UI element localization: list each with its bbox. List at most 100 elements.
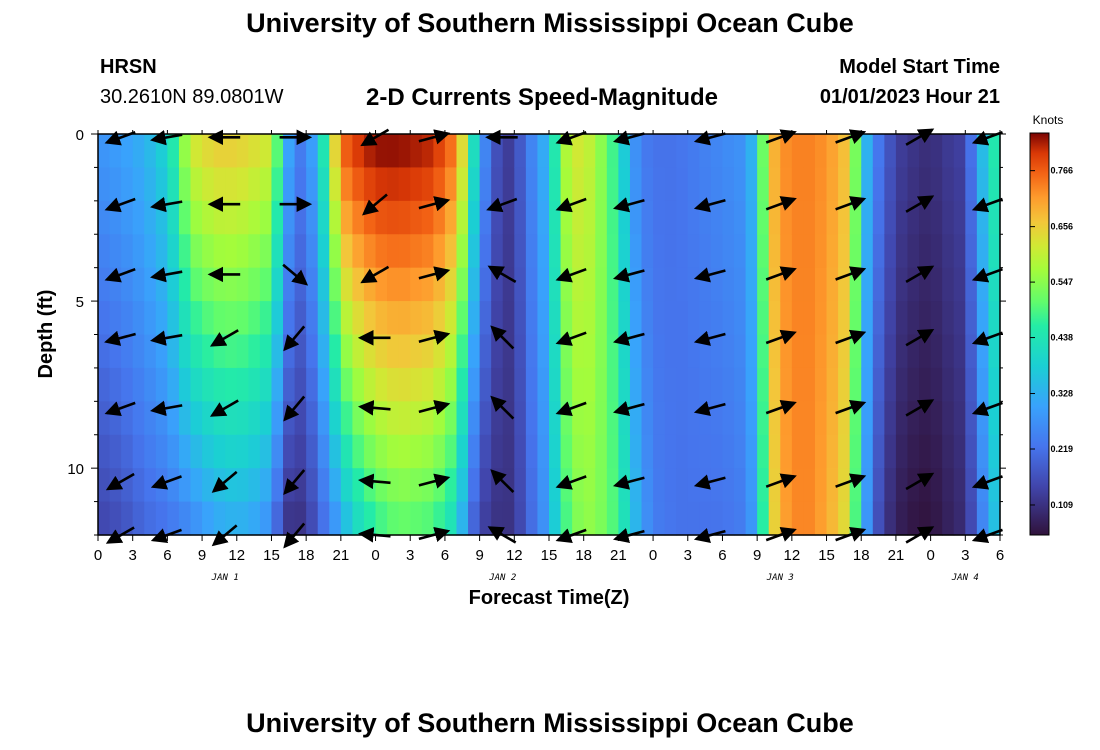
heatmap-cell <box>930 234 943 269</box>
heatmap-cell <box>768 367 781 402</box>
colorbar-bar <box>1029 132 1050 536</box>
heatmap-cell <box>872 334 885 369</box>
heatmap-cell <box>745 267 758 302</box>
heatmap-cell <box>780 167 793 202</box>
heatmap-cell <box>745 301 758 336</box>
heatmap-cell <box>988 434 1001 469</box>
heatmap-cell <box>572 401 585 436</box>
heatmap-cell <box>248 334 261 369</box>
heatmap-cell <box>421 401 434 436</box>
heatmap-cell <box>433 301 446 336</box>
heatmap-cell <box>664 334 677 369</box>
heatmap-cell <box>410 501 423 536</box>
heatmap-cell <box>167 367 180 402</box>
current-arrow <box>612 197 645 213</box>
heatmap-cell <box>653 134 666 169</box>
current-arrow <box>150 196 183 213</box>
heatmap-cell <box>942 234 955 269</box>
heatmap-cell <box>444 301 458 336</box>
current-arrow <box>283 395 306 422</box>
heatmap-cell <box>340 134 354 169</box>
heatmap-cell <box>329 501 342 536</box>
heatmap-cell <box>121 167 134 202</box>
heatmap-cell <box>491 234 504 269</box>
heatmap-cell <box>306 301 319 336</box>
heatmap-cell <box>352 367 365 402</box>
heatmap-cell <box>965 234 978 269</box>
heatmap-cell <box>121 200 134 235</box>
heatmap-cell <box>363 468 377 503</box>
heatmap-cell <box>479 434 492 469</box>
heatmap-cell <box>826 468 839 503</box>
current-arrow <box>555 267 587 283</box>
heatmap-cell <box>953 334 966 369</box>
heatmap-cell <box>167 434 180 469</box>
heatmap-cell <box>734 301 747 336</box>
heatmap-cell <box>178 200 192 235</box>
heatmap-cell <box>456 367 469 402</box>
heatmap-cell <box>942 501 955 536</box>
current-arrow <box>905 265 935 284</box>
heatmap-cell <box>884 501 897 536</box>
heatmap-cell <box>560 167 573 202</box>
heatmap-cell <box>537 134 550 169</box>
heatmap-cell <box>930 167 943 202</box>
current-arrow <box>490 469 515 494</box>
heatmap-cell <box>525 134 539 169</box>
heatmap-cell <box>259 200 273 235</box>
heatmap-cell <box>132 267 145 302</box>
heatmap-cell <box>676 234 689 269</box>
heatmap-cell <box>676 367 689 402</box>
heatmap-cell <box>479 134 492 169</box>
heatmap-cell <box>572 234 585 269</box>
heatmap-cell <box>618 434 631 469</box>
heatmap-cell <box>629 134 643 169</box>
heatmap-cell <box>537 334 550 369</box>
heatmap-cell <box>410 401 423 436</box>
colorbar-tick-label: 0.547 <box>1050 277 1073 287</box>
station-coordinates: 30.2610N 89.0801W <box>100 86 284 108</box>
heatmap-cell <box>583 367 596 402</box>
heatmap-cell <box>629 267 643 302</box>
heatmap-cell <box>722 301 735 336</box>
heatmap-cell <box>190 334 203 369</box>
heatmap-cell <box>190 434 203 469</box>
heatmap-cell <box>676 468 689 503</box>
heatmap-cell <box>953 301 966 336</box>
heatmap-cell <box>722 434 735 469</box>
heatmap-cell <box>352 468 365 503</box>
heatmap-cell <box>456 234 469 269</box>
heatmap-cell <box>456 401 469 436</box>
heatmap-cell <box>410 334 423 369</box>
heatmap-cell <box>803 434 816 469</box>
heatmap-cell <box>699 501 712 536</box>
heatmap-cell <box>271 334 284 369</box>
heatmap-cell <box>560 501 573 536</box>
heatmap-cell <box>410 134 423 169</box>
heatmap-cell <box>745 401 758 436</box>
current-arrow <box>418 196 451 212</box>
current-arrow <box>282 263 309 286</box>
heatmap-cell <box>791 367 805 402</box>
heatmap-cell <box>814 367 828 402</box>
heatmap-cell <box>317 434 330 469</box>
heatmap-cell <box>872 401 885 436</box>
heatmap-cell <box>953 267 966 302</box>
heatmap-cell <box>560 367 573 402</box>
heatmap-cell <box>375 468 388 503</box>
heatmap-cell <box>560 301 573 336</box>
heatmap-cell <box>387 468 400 503</box>
heatmap-cell <box>734 367 747 402</box>
heatmap-cell <box>953 167 966 202</box>
heatmap-cell <box>132 468 145 503</box>
heatmap-cell <box>190 367 203 402</box>
heatmap-cell <box>259 167 273 202</box>
current-arrow <box>612 267 645 283</box>
heatmap-cell <box>306 167 319 202</box>
heatmap-cell <box>606 267 619 302</box>
heatmap-cell <box>456 267 469 302</box>
heatmap-cell <box>734 267 747 302</box>
heatmap-cell <box>710 167 724 202</box>
current-arrow <box>693 267 726 283</box>
heatmap-cell <box>595 334 608 369</box>
